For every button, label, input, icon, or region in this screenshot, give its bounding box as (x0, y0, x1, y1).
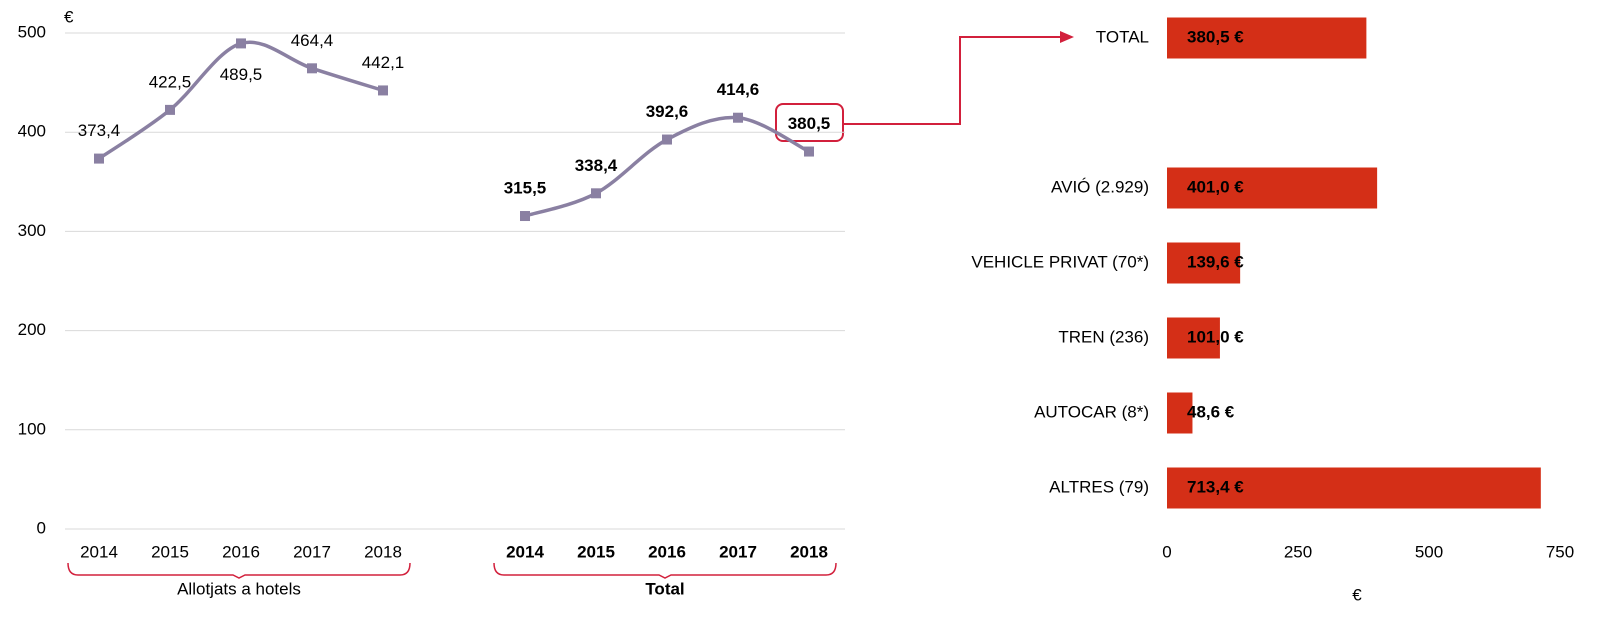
y-tick-label: 400 (18, 122, 46, 141)
x-tick-label: 500 (1415, 542, 1443, 561)
x-tick-label: 2017 (719, 542, 757, 561)
marker (520, 211, 530, 222)
connector (843, 36, 1062, 125)
category-label: VEHICLE PRIVAT (70*) (971, 252, 1149, 271)
value-label: 422,5 (149, 72, 192, 91)
value-label: 48,6 € (1187, 402, 1235, 421)
value-label: 489,5 (220, 65, 263, 84)
bar (1167, 317, 1220, 359)
category-label: AUTOCAR (8*) (1034, 402, 1149, 421)
category-label: ALTRES (79) (1049, 477, 1149, 496)
marker (804, 146, 814, 157)
value-label: 464,4 (291, 31, 334, 50)
value-label: 373,4 (78, 121, 121, 140)
category-label: TREN (236) (1058, 327, 1149, 346)
value-label: 139,6 € (1187, 252, 1244, 271)
y-tick-label: 500 (18, 22, 46, 41)
x-tick-label: 0 (1162, 542, 1171, 561)
x-tick-label: 2015 (151, 542, 189, 561)
bar (1167, 467, 1541, 509)
value-label: 315,5 (504, 179, 547, 198)
value-label: 338,4 (575, 156, 618, 175)
value-label: 414,6 (717, 80, 760, 99)
bar (1167, 17, 1367, 59)
bar (1167, 242, 1241, 284)
x-tick-label: 2018 (790, 542, 828, 561)
value-label: 380,5 € (1187, 27, 1244, 46)
group-brace (493, 562, 837, 579)
x-axis-label: € (1352, 585, 1362, 604)
y-tick-label: 0 (37, 518, 46, 537)
marker (662, 134, 672, 145)
marker (94, 153, 104, 164)
y-tick-label: 100 (18, 419, 46, 438)
marker (591, 188, 601, 199)
x-tick-label: 2015 (577, 542, 615, 561)
value-label: 713,4 € (1187, 477, 1244, 496)
x-tick-label: 2014 (80, 542, 118, 561)
x-tick-label: 750 (1546, 542, 1574, 561)
bar (1167, 392, 1193, 434)
group-label: Allotjats a hotels (177, 579, 301, 598)
group-brace (67, 562, 411, 579)
marker (733, 112, 743, 123)
y-axis-label: € (64, 7, 74, 26)
x-tick-label: 2017 (293, 542, 331, 561)
value-label: 380,5 (788, 114, 831, 133)
series-line (98, 40, 384, 161)
value-label: 442,1 (362, 53, 405, 72)
bar (1167, 167, 1378, 209)
value-label: 101,0 € (1187, 327, 1244, 346)
marker (378, 85, 388, 96)
x-tick-label: 2016 (222, 542, 260, 561)
marker (165, 104, 175, 115)
group-label: Total (645, 579, 684, 598)
category-label: TOTAL (1096, 27, 1149, 46)
x-tick-label: 2016 (648, 542, 686, 561)
marker (236, 38, 246, 49)
marker (307, 63, 317, 74)
x-tick-label: 250 (1284, 542, 1312, 561)
value-label: 401,0 € (1187, 177, 1244, 196)
y-tick-label: 200 (18, 320, 46, 339)
highlight-box (775, 103, 844, 142)
category-label: AVIÓ (2.929) (1051, 177, 1149, 196)
x-tick-label: 2018 (364, 542, 402, 561)
arrow-head (1060, 31, 1074, 43)
x-tick-label: 2014 (506, 542, 544, 561)
value-label: 392,6 (646, 102, 689, 121)
y-tick-label: 300 (18, 221, 46, 240)
